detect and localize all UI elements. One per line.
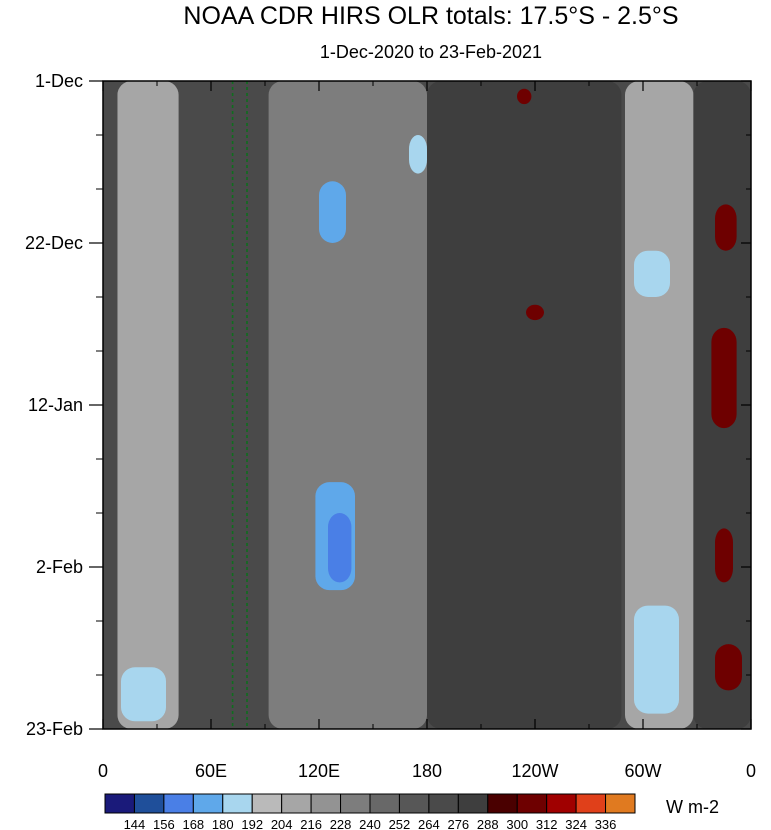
- colorbar-tick-label: 264: [418, 817, 440, 830]
- colorbar-tick-label: 240: [359, 817, 381, 830]
- colorbar-tick-label: 252: [389, 817, 411, 830]
- chart-title: NOAA CDR HIRS OLR totals: 17.5°S - 2.5°S: [183, 2, 678, 30]
- y-tick-label: 12-Jan: [28, 395, 83, 415]
- colorbar-tick-label: 192: [241, 817, 263, 830]
- colorbar-tick-label: 312: [536, 817, 558, 830]
- x-tick-label: 180: [412, 761, 442, 781]
- colorbar-tick-label: 276: [447, 817, 469, 830]
- olr-region-6: [319, 181, 346, 243]
- colorbar-swatch: [369, 793, 400, 814]
- colorbar-swatch: [133, 793, 165, 814]
- olr-region-13: [715, 204, 737, 251]
- olr-region-10: [121, 667, 166, 722]
- colorbar-tick-label: 324: [565, 817, 587, 830]
- x-tick-label: 60W: [624, 761, 661, 781]
- colorbar-tick-label: 216: [300, 817, 322, 830]
- olr-region-14: [711, 327, 737, 429]
- x-axis: 0 60E 120E 180 120W 60W 0: [98, 81, 756, 781]
- y-tick-label: 1-Dec: [35, 71, 83, 91]
- plot-area: [103, 81, 751, 729]
- colorbar-tick-label: 300: [506, 817, 528, 830]
- colorbar-swatch: [516, 793, 548, 814]
- colorbar-swatch: [487, 793, 518, 814]
- colorbar-swatch: [428, 793, 459, 814]
- olr-region-0: [117, 81, 179, 729]
- olr-region-2: [625, 81, 694, 729]
- colorbar-swatch: [222, 793, 253, 814]
- colorbar-units: W m-2: [666, 797, 719, 817]
- x-tick-label: 0: [746, 761, 756, 781]
- olr-region-8: [328, 513, 352, 583]
- colorbar-tick-label: 180: [212, 817, 234, 830]
- x-tick-label: 0: [98, 761, 108, 781]
- colorbar-swatch: [163, 793, 194, 814]
- colorbar-swatch: [281, 793, 312, 814]
- colorbar-tick-label: 288: [477, 817, 499, 830]
- colorbar-swatch: [575, 793, 607, 814]
- y-tick-label: 2-Feb: [36, 557, 83, 577]
- olr-region-1: [268, 81, 427, 729]
- olr-region-15: [715, 528, 733, 583]
- colorbar-swatch: [457, 793, 489, 814]
- colorbar-swatch: [340, 793, 371, 814]
- y-tick-label: 23-Feb: [26, 719, 83, 739]
- colorbar: 144 156 168 180 192 204 216 228 240 252 264 276 288 3…: [104, 793, 636, 830]
- colorbar-tick-label: 168: [182, 817, 204, 830]
- colorbar-swatch: [605, 793, 636, 814]
- y-axis: 1-Dec 22-Dec 12-Jan 2-Feb 23-Feb: [25, 71, 751, 739]
- olr-region-4: [427, 81, 622, 729]
- colorbar-tick-label: 228: [330, 817, 352, 830]
- colorbar-swatch: [251, 793, 283, 814]
- y-tick-label: 22-Dec: [25, 233, 83, 253]
- olr-region-17: [526, 304, 544, 321]
- x-tick-label: 60E: [195, 761, 227, 781]
- colorbar-tick-label: 156: [153, 817, 175, 830]
- chart-subtitle: 1-Dec-2020 to 23-Feb-2021: [320, 42, 542, 62]
- colorbar-tick-label: 336: [595, 817, 617, 830]
- colorbar-tick-label: 204: [271, 817, 293, 830]
- colorbar-swatch: [398, 793, 430, 814]
- overlays: [231, 81, 248, 729]
- colorbar-swatch: [546, 793, 577, 814]
- colorbar-tick-label: 144: [124, 817, 146, 830]
- olr-region-16: [715, 644, 742, 691]
- olr-region-9: [409, 135, 427, 174]
- olr-region-3: [103, 81, 118, 729]
- olr-region-18: [517, 88, 532, 105]
- colorbar-swatch: [310, 793, 342, 814]
- olr-region-11: [634, 605, 679, 714]
- colorbar-swatch: [192, 793, 224, 814]
- x-tick-label: 120E: [298, 761, 340, 781]
- olr-region-12: [634, 250, 670, 297]
- colorbar-swatch: [104, 793, 135, 814]
- x-tick-label: 120W: [511, 761, 558, 781]
